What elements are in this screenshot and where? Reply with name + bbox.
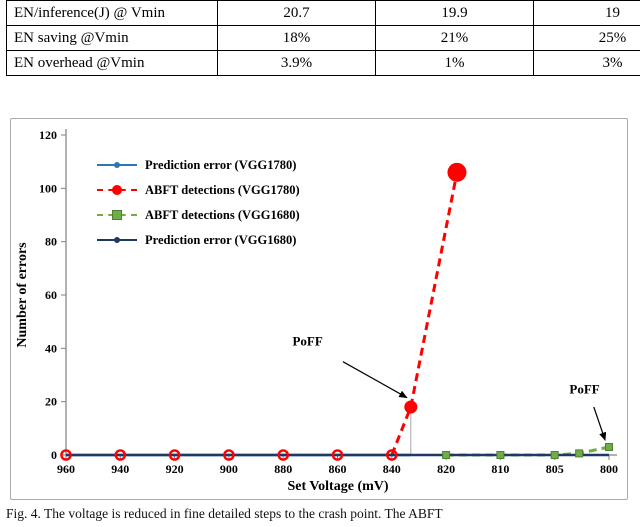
data-point [605, 443, 613, 451]
x-tick-label: 805 [546, 462, 564, 476]
table-cell-value: 21% [375, 25, 534, 51]
x-tick-label: 810 [491, 462, 509, 476]
data-point [60, 449, 72, 461]
data-point [447, 162, 467, 182]
data-point [575, 449, 584, 458]
annotation-arrow [342, 361, 408, 399]
table-cell-value: 19.9 [375, 0, 534, 26]
data-point [442, 451, 451, 459]
table-cell-value: 3% [533, 50, 640, 76]
results-table: EN/inference(J) @ Vmin 20.7 19.9 19 EN s… [6, 0, 640, 76]
table-cell-value: 18% [217, 25, 376, 51]
annotation-arrow [593, 406, 607, 441]
x-tick-label: 940 [111, 462, 129, 476]
legend-line-sample [97, 209, 137, 221]
data-point [168, 449, 181, 461]
data-point [331, 449, 344, 461]
x-tick-label: 840 [383, 462, 401, 476]
legend-item-abft-detections-vgg1680: ABFT detections (VGG1680) [97, 207, 300, 223]
y-tick-label: 0 [51, 448, 57, 462]
legend-marker-icon [112, 210, 122, 220]
legend-label: ABFT detections (VGG1780) [145, 182, 300, 197]
table-cell-value: 19 [533, 0, 640, 26]
x-tick-label: 800 [600, 462, 618, 476]
legend-marker-icon [114, 162, 120, 168]
y-tick-label: 20 [45, 395, 57, 409]
legend-label: Prediction error (VGG1680) [145, 232, 297, 247]
legend-item-abft-detections-vgg1780: ABFT detections (VGG1780) [97, 182, 300, 198]
x-tick-label: 820 [437, 462, 455, 476]
table-row: EN/inference(J) @ Vmin 20.7 19.9 19 [6, 0, 640, 26]
legend-line-sample [97, 159, 137, 171]
chart-legend: Prediction error (VGG1780) ABFT detectio… [97, 157, 300, 257]
data-point [277, 449, 290, 461]
table-cell-value: 25% [533, 25, 640, 51]
y-tick-label: 120 [39, 128, 57, 142]
table-cell-label: EN overhead @Vmin [6, 50, 218, 76]
data-point [496, 451, 505, 459]
annotation-text: PoFF [292, 334, 322, 349]
legend-line-sample [97, 184, 137, 196]
x-tick-label: 960 [57, 462, 75, 476]
series-line-1 [390, 172, 459, 456]
table-cell-label: EN saving @Vmin [6, 25, 218, 51]
annotation-text: PoFF [569, 382, 599, 397]
data-point [223, 449, 235, 461]
data-point [550, 451, 559, 459]
data-point [385, 449, 398, 461]
legend-marker-icon [112, 185, 122, 195]
x-tick-label: 900 [220, 462, 238, 476]
x-tick-label: 880 [274, 462, 292, 476]
figure-caption: Fig. 4. The voltage is reduced in fine d… [6, 506, 443, 521]
legend-marker-icon [114, 237, 120, 243]
table-cell-value: 1% [375, 50, 534, 76]
y-tick-label: 40 [45, 341, 57, 355]
legend-line-sample [97, 234, 137, 246]
chart-canvas: Number of errors Set Voltage (mV) 0 20 40 6… [15, 128, 618, 494]
table-row: EN overhead @Vmin 3.9% 1% 3% [6, 50, 640, 76]
data-point [114, 449, 127, 461]
x-tick-label: 860 [329, 462, 347, 476]
table-row: EN saving @Vmin 18% 21% 25% [6, 25, 640, 51]
error-vs-voltage-chart: Number of errors Set Voltage (mV) 0 20 40 6… [10, 118, 628, 500]
legend-item-prediction-error-vgg1680: Prediction error (VGG1680) [97, 232, 300, 248]
table-cell-value: 20.7 [217, 0, 376, 26]
table-cell-label: EN/inference(J) @ Vmin [6, 0, 218, 26]
data-point [404, 400, 418, 414]
legend-label: ABFT detections (VGG1680) [145, 207, 300, 222]
y-tick-label: 100 [39, 181, 57, 195]
x-axis-label: Set Voltage (mV) [287, 479, 388, 494]
x-tick-label: 920 [166, 462, 184, 476]
y-tick-label: 60 [45, 288, 57, 302]
y-axis-label: Number of errors [15, 242, 30, 348]
legend-label: Prediction error (VGG1780) [145, 157, 297, 172]
y-tick-label: 80 [45, 235, 57, 249]
legend-item-prediction-error-vgg1780: Prediction error (VGG1780) [97, 157, 300, 173]
table-cell-value: 3.9% [217, 50, 376, 76]
